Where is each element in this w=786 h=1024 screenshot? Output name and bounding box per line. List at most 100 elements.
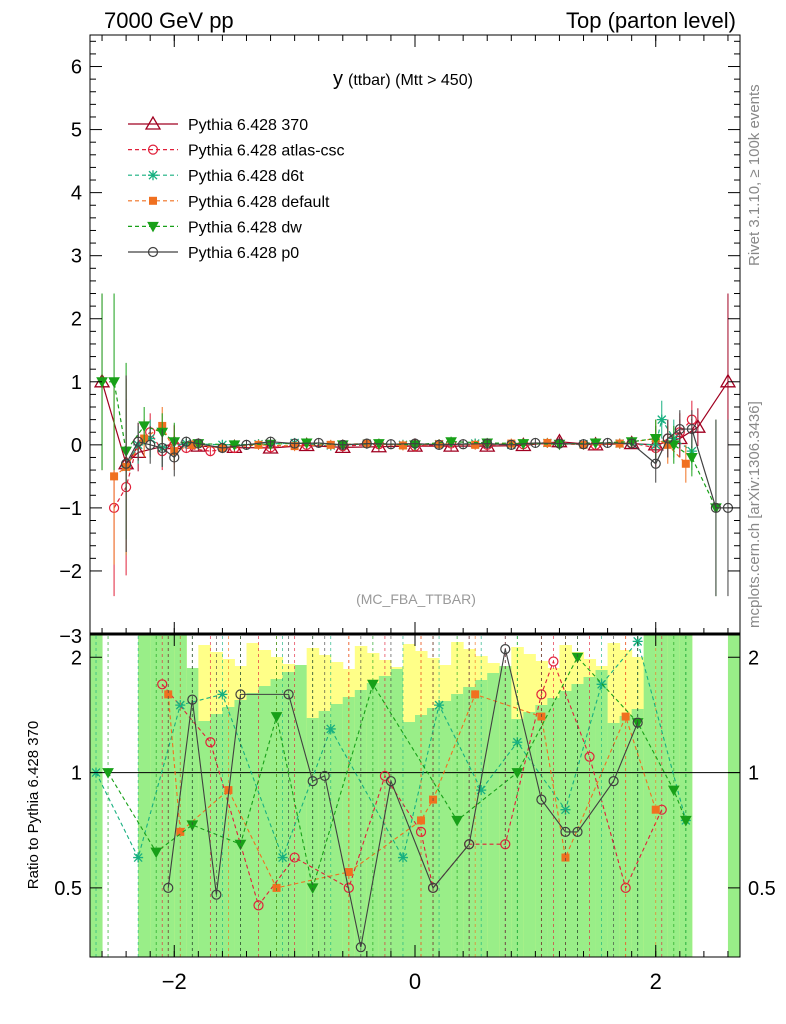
y-tick-label: 4 — [71, 183, 82, 205]
ratio-point — [235, 689, 246, 700]
ratio-band-green — [523, 712, 536, 957]
mcplots-label: mcplots.cern.ch [arXiv:1306.3436] — [746, 401, 763, 628]
ratio-point — [217, 689, 228, 700]
ratio-band-green — [90, 634, 103, 957]
ratio-point — [133, 852, 144, 863]
ratio-y-tick-label-right: 0.5 — [748, 878, 776, 900]
y-tick-label: 1 — [71, 372, 82, 394]
data-point — [482, 438, 493, 449]
header-right-label: Top (parton level) — [566, 8, 736, 33]
ratio-point — [451, 815, 463, 827]
ratio-point — [536, 794, 547, 805]
ratio-point — [632, 717, 643, 728]
chart-title-main: y — [333, 68, 343, 90]
ratio-point — [548, 656, 559, 667]
ratio-point — [367, 679, 379, 691]
legend-marker — [147, 246, 159, 258]
ratio-point — [571, 652, 584, 664]
ratio-point — [270, 712, 283, 723]
y-tick-label: 3 — [71, 246, 82, 268]
data-point — [602, 437, 613, 449]
ratio-point — [344, 868, 353, 877]
ratio-point — [150, 847, 163, 859]
ratio-band-green — [427, 708, 440, 957]
data-point — [121, 458, 132, 469]
data-point — [337, 439, 348, 450]
x-tick-label: −2 — [162, 969, 187, 994]
ratio-band-green — [571, 684, 585, 957]
ratio-point — [186, 820, 199, 831]
ratio-point — [621, 712, 630, 721]
data-point — [530, 437, 541, 449]
ratio-point — [471, 690, 480, 699]
ratio-y-tick-label-right: 1 — [748, 763, 759, 785]
x-tick-label: 0 — [409, 969, 421, 994]
ratio-band-green — [330, 704, 344, 957]
ratio-point — [163, 882, 174, 893]
y-tick-label: −2 — [59, 561, 82, 583]
ratio-band-green — [595, 670, 609, 957]
ratio-band-green — [643, 634, 657, 957]
ratio-point — [596, 679, 607, 690]
ratio-point — [511, 768, 524, 779]
ratio-point — [464, 839, 475, 850]
data-point — [313, 437, 324, 449]
ratio-point — [325, 723, 336, 734]
ratio-point — [187, 694, 198, 705]
ratio-point — [319, 770, 330, 782]
data-point — [157, 442, 168, 454]
data-point — [681, 459, 690, 468]
ratio-point — [679, 815, 692, 827]
data-point — [108, 377, 120, 388]
ratio-point — [176, 827, 185, 836]
data-point — [649, 434, 662, 445]
ratio-series-group — [91, 636, 692, 957]
y-tick-label: 2 — [71, 309, 82, 331]
data-point — [506, 439, 517, 450]
rivet-version-label: Rivet 3.1.10, ≥ 100k events — [746, 84, 763, 266]
ratio-y-tick-label: 1 — [71, 763, 82, 785]
ratio-point — [476, 785, 487, 796]
data-point — [710, 502, 722, 513]
ratio-band-green — [150, 634, 163, 957]
ratio-y-tick-label: 0.5 — [54, 878, 82, 900]
data-point — [445, 437, 457, 448]
data-point — [650, 458, 661, 469]
ratio-point — [561, 853, 570, 862]
legend-label: Pythia 6.428 370 — [188, 117, 308, 134]
ratio-band-green — [655, 634, 669, 957]
legend-label: Pythia 6.428 atlas-csc — [188, 143, 345, 160]
ratio-point — [385, 775, 397, 787]
data-point — [262, 439, 279, 454]
ratio-point — [307, 775, 318, 787]
data-point — [667, 440, 680, 451]
y-tick-label: 6 — [71, 57, 82, 79]
y-tick-label: 0 — [71, 435, 82, 457]
data-point — [265, 436, 276, 447]
legend-marker — [144, 115, 162, 130]
ratio-point — [205, 737, 216, 748]
ratio-y-axis-label: Ratio to Pythia 6.428 370 — [25, 721, 42, 889]
data-point — [578, 439, 589, 450]
data-point — [626, 438, 637, 449]
ratio-band-green — [511, 719, 524, 957]
ratio-band-green — [138, 634, 151, 957]
ratio-band-green — [162, 634, 175, 957]
data-point — [674, 423, 685, 435]
data-point — [433, 439, 445, 450]
data-point — [686, 423, 697, 435]
ratio-y-tick-label-right: 2 — [748, 647, 759, 669]
ratio-point — [417, 816, 426, 825]
header-left-label: 7000 GeV pp — [104, 8, 234, 33]
data-point — [458, 439, 469, 450]
ratio-band-green — [679, 634, 693, 957]
data-point — [217, 442, 228, 454]
ratio-point — [355, 942, 366, 953]
data-point — [326, 440, 335, 449]
legend-label: Pythia 6.428 d6t — [188, 168, 304, 185]
ratio-point — [608, 775, 619, 787]
ratio-band-green — [631, 709, 645, 957]
ratio-band-green — [402, 722, 416, 957]
data-point — [138, 421, 151, 432]
ratio-band-green — [547, 698, 560, 957]
